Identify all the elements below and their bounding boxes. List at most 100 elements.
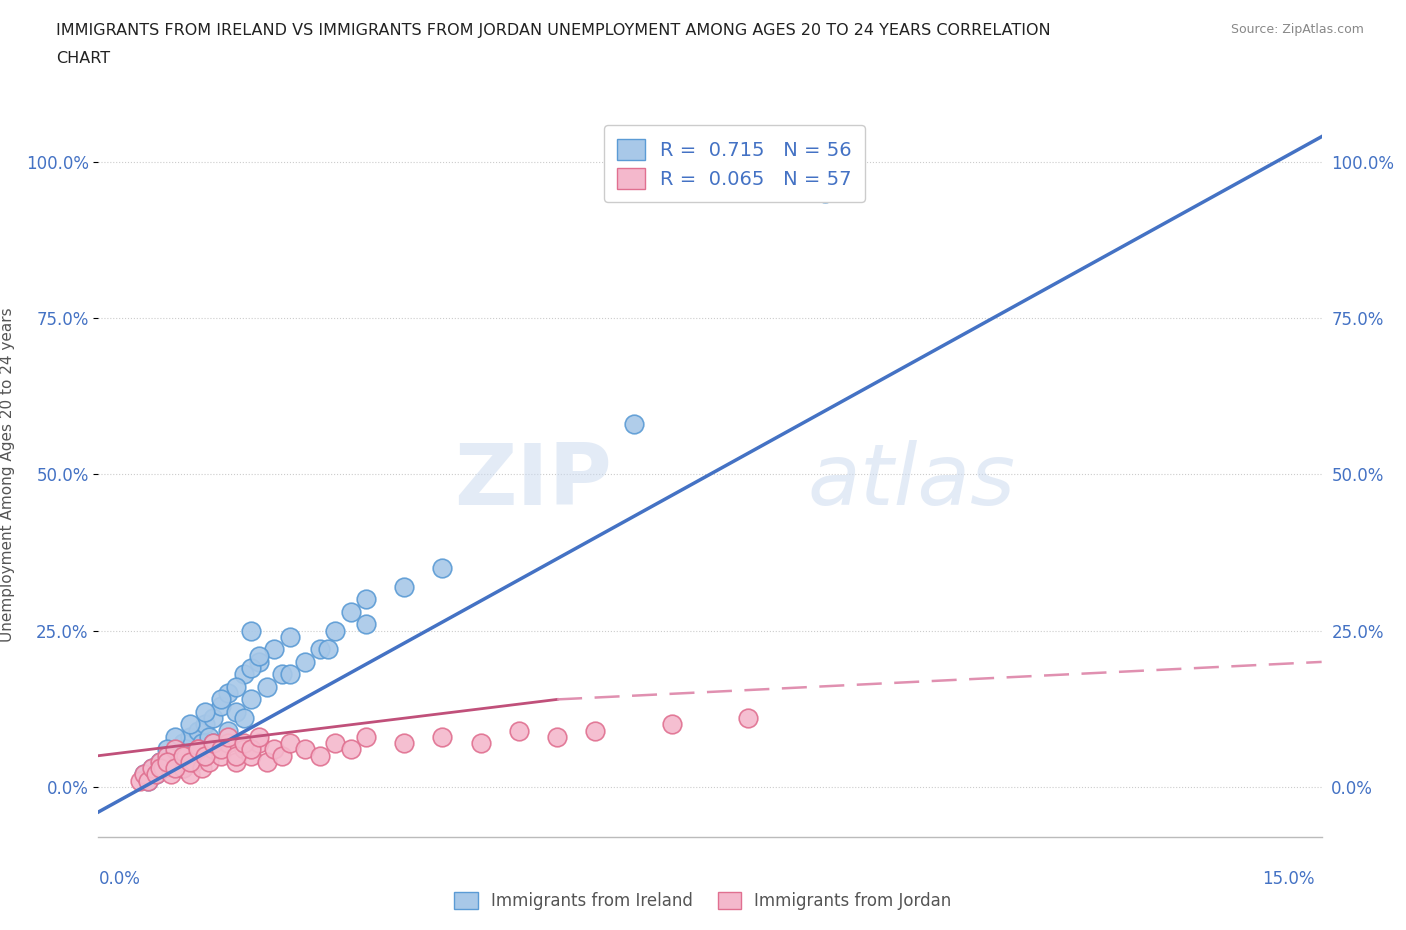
Point	[202, 711, 225, 725]
Point	[190, 761, 212, 776]
Point	[217, 724, 239, 738]
Point	[149, 761, 172, 776]
Point	[198, 729, 221, 744]
Point	[187, 749, 209, 764]
Point	[247, 648, 270, 663]
Point	[136, 773, 159, 788]
Point	[240, 660, 263, 675]
Point	[160, 754, 183, 769]
Point	[190, 736, 212, 751]
Point	[354, 617, 377, 631]
Point	[176, 749, 198, 764]
Point	[160, 767, 183, 782]
Point	[354, 729, 377, 744]
Point	[156, 749, 179, 764]
Point	[194, 749, 217, 764]
Point	[325, 623, 347, 638]
Point	[183, 754, 205, 769]
Text: atlas: atlas	[808, 440, 1017, 523]
Point	[232, 711, 254, 725]
Point	[152, 761, 174, 776]
Point	[240, 623, 263, 638]
Point	[294, 742, 316, 757]
Point	[217, 729, 239, 744]
Text: IMMIGRANTS FROM IRELAND VS IMMIGRANTS FROM JORDAN UNEMPLOYMENT AMONG AGES 20 TO : IMMIGRANTS FROM IRELAND VS IMMIGRANTS FR…	[56, 23, 1050, 38]
Point	[661, 717, 683, 732]
Point	[129, 773, 152, 788]
Point	[152, 761, 174, 776]
Point	[172, 761, 194, 776]
Point	[225, 749, 247, 764]
Point	[194, 749, 217, 764]
Point	[583, 724, 606, 738]
Point	[179, 767, 201, 782]
Point	[225, 705, 247, 720]
Point	[136, 773, 159, 788]
Point	[546, 729, 568, 744]
Point	[432, 561, 454, 576]
Point	[737, 711, 759, 725]
Point	[232, 742, 254, 757]
Text: CHART: CHART	[56, 51, 110, 66]
Point	[225, 754, 247, 769]
Point	[309, 749, 332, 764]
Point	[172, 736, 194, 751]
Point	[209, 742, 232, 757]
Point	[270, 749, 294, 764]
Point	[156, 749, 179, 764]
Point	[240, 749, 263, 764]
Point	[394, 579, 416, 594]
Text: 15.0%: 15.0%	[1263, 870, 1315, 887]
Point	[339, 742, 361, 757]
Point	[134, 767, 156, 782]
Point	[247, 729, 270, 744]
Point	[145, 767, 167, 782]
Point	[198, 754, 221, 769]
Point	[354, 591, 377, 606]
Point	[217, 685, 239, 700]
Point	[339, 604, 361, 619]
Point	[176, 742, 198, 757]
Point	[149, 754, 172, 769]
Legend: R =  0.715   N = 56, R =  0.065   N = 57: R = 0.715 N = 56, R = 0.065 N = 57	[603, 125, 865, 203]
Point	[187, 742, 209, 757]
Point	[316, 642, 339, 657]
Point	[278, 736, 301, 751]
Point	[209, 698, 232, 713]
Point	[202, 742, 225, 757]
Point	[194, 705, 217, 720]
Point	[156, 754, 179, 769]
Point	[278, 630, 301, 644]
Y-axis label: Unemployment Among Ages 20 to 24 years: Unemployment Among Ages 20 to 24 years	[0, 307, 14, 642]
Point	[325, 736, 347, 751]
Point	[256, 754, 278, 769]
Point	[202, 736, 225, 751]
Point	[172, 749, 194, 764]
Point	[309, 642, 332, 657]
Text: Source: ZipAtlas.com: Source: ZipAtlas.com	[1230, 23, 1364, 36]
Point	[247, 736, 270, 751]
Point	[134, 767, 156, 782]
Point	[179, 729, 201, 744]
Point	[167, 749, 190, 764]
Point	[145, 767, 167, 782]
Point	[247, 655, 270, 670]
Point	[256, 680, 278, 695]
Point	[187, 724, 209, 738]
Point	[240, 742, 263, 757]
Point	[508, 724, 530, 738]
Point	[263, 642, 285, 657]
Point	[225, 680, 247, 695]
Point	[183, 749, 205, 764]
Point	[172, 761, 194, 776]
Point	[432, 729, 454, 744]
Point	[156, 742, 179, 757]
Point	[202, 736, 225, 751]
Point	[217, 736, 239, 751]
Point	[294, 655, 316, 670]
Point	[240, 692, 263, 707]
Point	[470, 736, 492, 751]
Text: ZIP: ZIP	[454, 440, 612, 523]
Point	[179, 717, 201, 732]
Point	[814, 185, 837, 200]
